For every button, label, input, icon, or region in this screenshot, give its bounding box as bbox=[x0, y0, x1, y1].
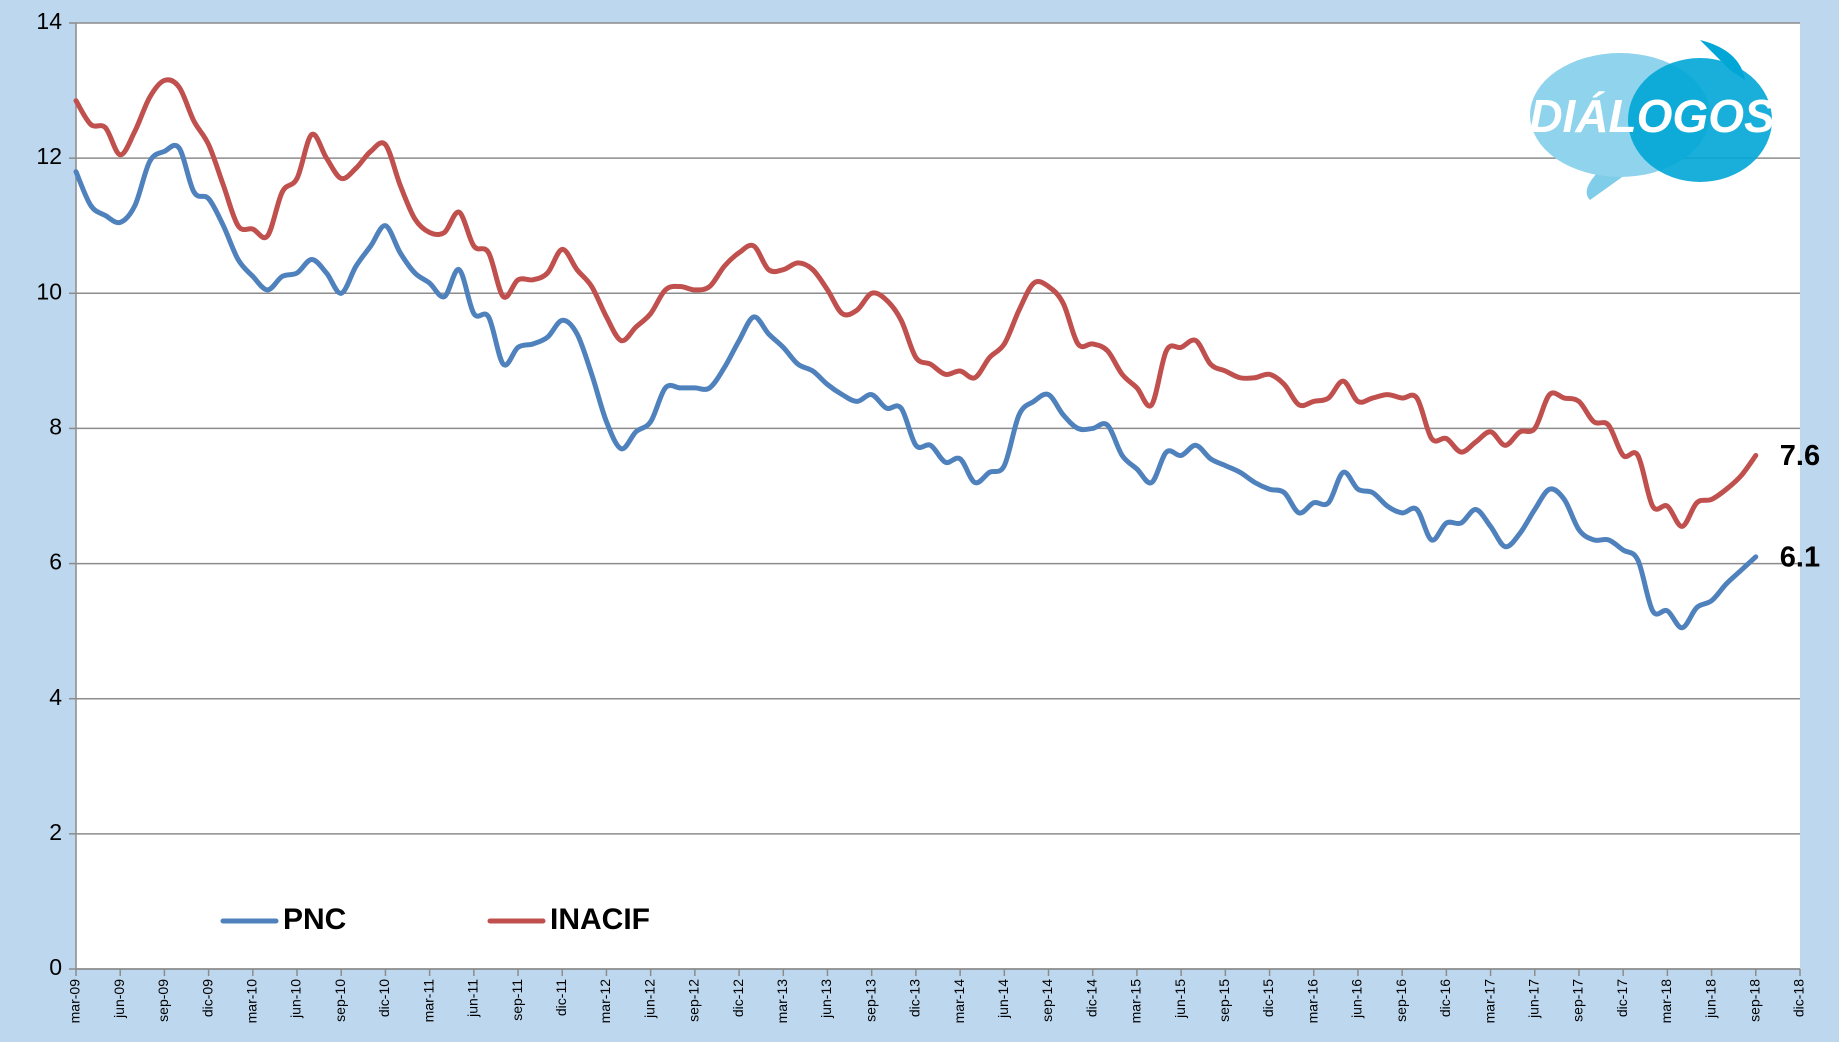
x-tick-label: sep-15 bbox=[1216, 979, 1232, 1022]
x-tick-label: sep-16 bbox=[1393, 979, 1409, 1022]
x-tick-label: mar-16 bbox=[1304, 979, 1320, 1024]
x-tick-label: sep-17 bbox=[1570, 979, 1586, 1022]
logo: DIÁLOGOS bbox=[1529, 40, 1775, 200]
x-tick-label: jun-16 bbox=[1349, 979, 1365, 1019]
legend-label: PNC bbox=[283, 903, 346, 936]
x-tick-label: jun-13 bbox=[818, 979, 834, 1019]
logo-tail bbox=[1586, 170, 1625, 200]
x-tick-label: sep-10 bbox=[332, 979, 348, 1022]
x-tick-label: dic-15 bbox=[1260, 979, 1276, 1017]
x-tick-label: jun-18 bbox=[1702, 979, 1718, 1019]
x-tick-label: dic-11 bbox=[553, 979, 569, 1016]
y-tick-label: 12 bbox=[36, 143, 62, 169]
x-tick-label: sep-13 bbox=[862, 979, 878, 1022]
end-value-label: 6.1 bbox=[1780, 541, 1820, 573]
line-series bbox=[73, 142, 1759, 631]
x-tick-label: jun-15 bbox=[1172, 979, 1188, 1019]
plot-area bbox=[76, 23, 1800, 969]
y-tick-label: 2 bbox=[49, 819, 62, 845]
x-tick-label: jun-12 bbox=[641, 979, 657, 1019]
x-tick-label: mar-10 bbox=[244, 979, 260, 1024]
x-tick-label: mar-09 bbox=[67, 979, 83, 1024]
x-tick-label: jun-14 bbox=[995, 979, 1011, 1019]
y-tick-label: 6 bbox=[49, 549, 62, 575]
x-tick-label: mar-14 bbox=[951, 979, 967, 1024]
x-tick-label: sep-12 bbox=[686, 979, 702, 1022]
x-tick-label: dic-18 bbox=[1791, 979, 1807, 1017]
x-tick-label: mar-18 bbox=[1658, 979, 1674, 1024]
x-tick-label: mar-11 bbox=[420, 979, 436, 1023]
x-tick-label: dic-17 bbox=[1614, 979, 1630, 1017]
y-tick-label: 14 bbox=[36, 8, 62, 34]
x-tick-label: jun-09 bbox=[111, 979, 127, 1019]
x-tick-label: dic-14 bbox=[1083, 979, 1099, 1017]
end-value-label: 7.6 bbox=[1780, 440, 1820, 472]
x-tick-label: sep-11 bbox=[509, 979, 525, 1021]
logo-bubble bbox=[1628, 58, 1772, 182]
x-tick-label: sep-18 bbox=[1746, 979, 1762, 1022]
legend-label: INACIF bbox=[550, 903, 650, 936]
y-tick-label: 10 bbox=[36, 278, 62, 304]
x-tick-label: jun-10 bbox=[288, 979, 304, 1019]
x-tick-label: jun-11 bbox=[465, 979, 481, 1018]
y-tick-label: 4 bbox=[49, 684, 62, 710]
x-tick-label: dic-09 bbox=[199, 979, 215, 1017]
line-series bbox=[73, 77, 1759, 529]
x-tick-label: mar-15 bbox=[1128, 979, 1144, 1024]
x-tick-label: dic-12 bbox=[730, 979, 746, 1017]
x-tick-label: dic-13 bbox=[907, 979, 923, 1017]
y-tick-label: 0 bbox=[49, 954, 62, 980]
x-tick-label: dic-16 bbox=[1437, 979, 1453, 1017]
x-tick-label: mar-17 bbox=[1481, 979, 1497, 1024]
logo-text: DIÁLOGOS bbox=[1529, 90, 1775, 142]
x-tick-label: sep-09 bbox=[155, 979, 171, 1022]
x-tick-label: dic-10 bbox=[376, 979, 392, 1017]
x-tick-label: jun-17 bbox=[1525, 979, 1541, 1019]
x-tick-label: mar-13 bbox=[774, 979, 790, 1024]
x-tick-label: sep-14 bbox=[1039, 979, 1055, 1022]
x-tick-label: mar-12 bbox=[597, 979, 613, 1024]
y-tick-label: 8 bbox=[49, 414, 62, 440]
